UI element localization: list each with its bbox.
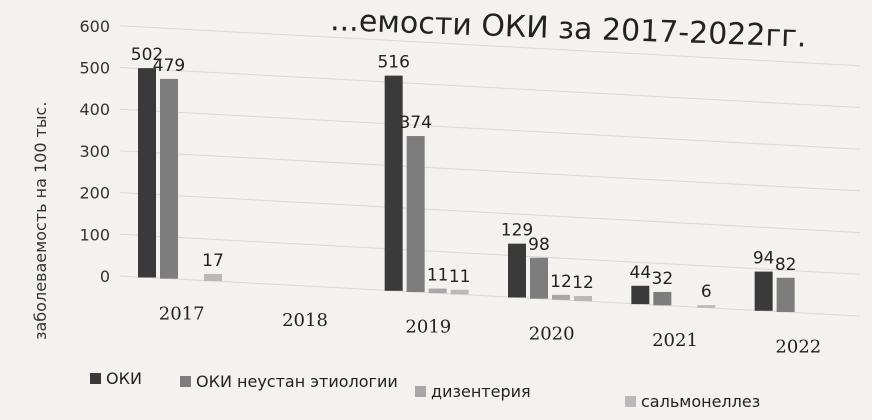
y-tick-label: 600 <box>79 17 110 36</box>
category-label-2022: 2022 <box>775 337 821 358</box>
legend-swatch <box>415 386 426 397</box>
data-label: 502 <box>131 45 163 65</box>
bar-сальмонеллез-2020 <box>574 296 592 302</box>
legend-item-label: ОКИ неустан этиологии <box>196 372 398 391</box>
category-label-2017: 2017 <box>159 303 205 324</box>
legend-swatch <box>90 373 101 384</box>
gridline-300 <box>119 150 861 192</box>
bars-group <box>138 68 795 312</box>
bar-ОКИ-неустан-этиологии-2020 <box>530 257 548 299</box>
y-tick-label: 400 <box>79 100 110 119</box>
bar-дизентерия-2019 <box>428 288 447 294</box>
data-label: 82 <box>775 255 797 275</box>
bar-ОКИ-неустан-этиологии-2017 <box>160 78 178 279</box>
data-label: 129 <box>501 221 533 241</box>
data-label: 12 <box>550 272 572 292</box>
data-label: 94 <box>753 249 775 269</box>
chart-title: ...емости ОКИ за 2017-2022гг. <box>330 3 807 55</box>
y-axis-ticks: 0 100 200 300 400 500 600 <box>79 17 110 286</box>
data-label: 516 <box>377 53 409 73</box>
data-label: 11 <box>427 266 449 286</box>
legend-item-label: дизентерия <box>431 382 531 401</box>
bar-сальмонеллез-2019 <box>450 289 469 295</box>
gridline-200 <box>119 192 861 234</box>
data-label: 6 <box>701 282 712 302</box>
gridline-0 <box>119 275 861 317</box>
category-label-2019: 2019 <box>405 317 451 338</box>
bar-ОКИ-2022 <box>754 271 773 311</box>
y-tick-label: 100 <box>79 225 110 244</box>
y-tick-label: 300 <box>79 142 110 161</box>
data-label: 44 <box>630 263 652 283</box>
y-tick-label: 200 <box>79 184 110 203</box>
gridline-100 <box>119 233 861 275</box>
data-label: 374 <box>399 113 431 133</box>
legend-item-label: ОКИ <box>106 369 142 388</box>
gridline-500 <box>119 67 861 108</box>
y-tick-label: 0 <box>100 267 110 286</box>
legend-item-label: сальмонеллез <box>641 392 760 411</box>
bar-ОКИ-2020 <box>508 243 526 298</box>
legend-swatch <box>625 396 636 407</box>
bar-сальмонеллез-2021 <box>697 305 716 308</box>
bar-ОКИ-неустан-этиологии-2022 <box>776 277 795 312</box>
bar-ОКИ-2019 <box>384 75 403 291</box>
legend-swatch <box>180 376 191 387</box>
bar-ОКИ-неустан-этиологии-2021 <box>653 291 672 306</box>
bar-ОКИ-2017 <box>138 68 156 278</box>
category-label-2018: 2018 <box>282 310 328 331</box>
data-label: 98 <box>528 235 550 255</box>
category-label-2020: 2020 <box>529 323 575 344</box>
gridline-400 <box>119 108 861 150</box>
bar-ОКИ-неустан-этиологии-2019 <box>406 136 425 292</box>
data-label: 32 <box>652 269 674 289</box>
category-label-2021: 2021 <box>652 330 698 351</box>
data-label: 12 <box>572 273 594 293</box>
bar-сальмонеллез-2017 <box>204 273 222 282</box>
data-label: 11 <box>449 267 471 287</box>
gridlines <box>119 25 861 317</box>
data-label: 17 <box>202 251 224 271</box>
category-labels: 2017 2018 2019 2020 2021 2022 <box>159 303 821 357</box>
gridline-600 <box>119 25 861 67</box>
y-axis-label: заболеваемость на 100 тыс. <box>31 102 50 340</box>
y-tick-label: 500 <box>79 59 110 78</box>
data-label: 479 <box>153 56 185 76</box>
legend: ОКИ ОКИ неустан этиологии дизентерия сальмо… <box>90 369 760 411</box>
bar-ОКИ-2021 <box>631 285 650 305</box>
bar-дизентерия-2020 <box>552 294 570 300</box>
